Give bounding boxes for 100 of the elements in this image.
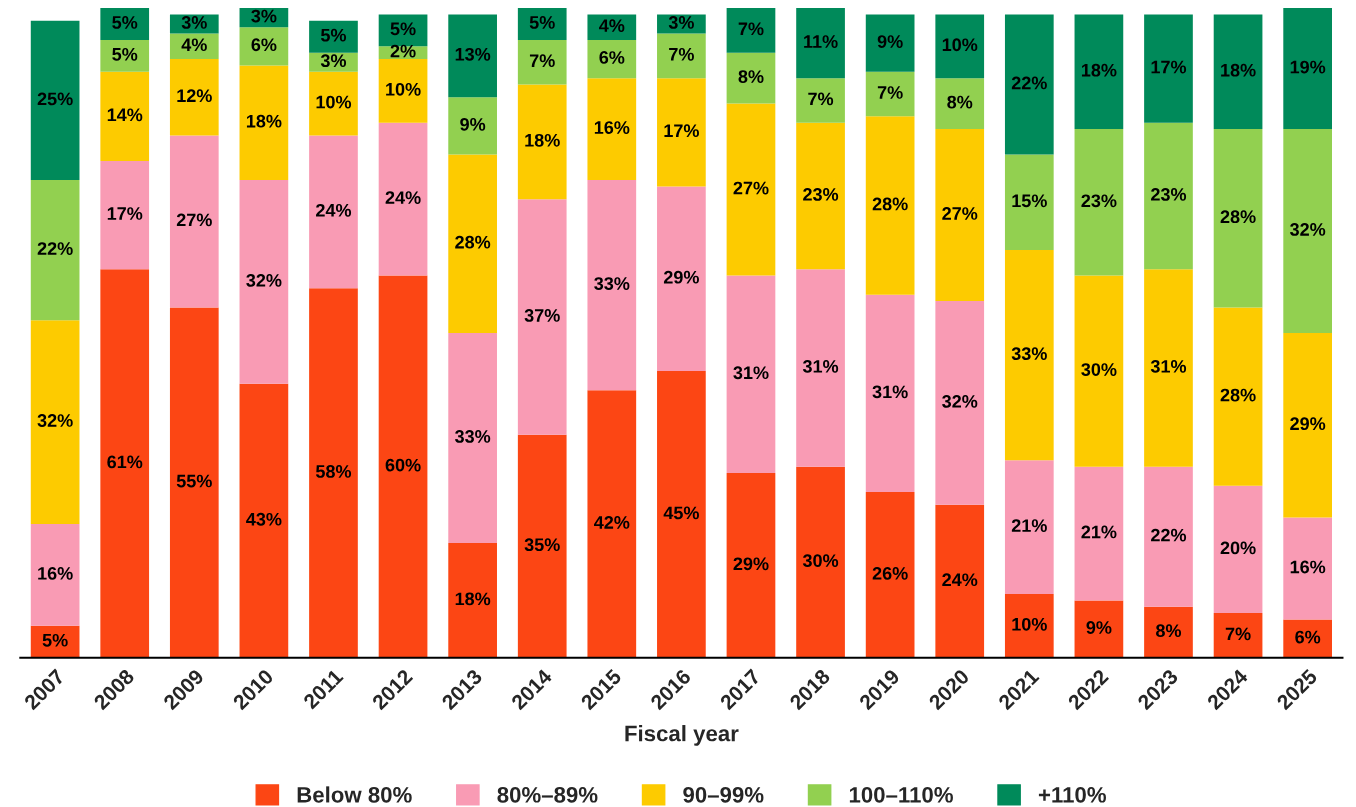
bar bbox=[865, 116, 915, 295]
data-label: 5% bbox=[112, 16, 138, 29]
data-label: 55% bbox=[176, 474, 212, 488]
legend-label: Below 80% bbox=[297, 786, 412, 803]
bar bbox=[239, 65, 289, 181]
data-label: 10% bbox=[386, 82, 421, 96]
data-label: 22% bbox=[1151, 528, 1187, 542]
bar bbox=[1213, 307, 1263, 486]
data-label: 10% bbox=[1012, 617, 1047, 631]
bar bbox=[1283, 332, 1332, 518]
data-label: 7% bbox=[808, 92, 834, 106]
bar bbox=[865, 71, 915, 117]
data-label: 7% bbox=[669, 47, 694, 61]
data-label: 42% bbox=[594, 516, 630, 529]
bar bbox=[239, 27, 289, 66]
data-label: 37% bbox=[524, 309, 560, 322]
bar bbox=[726, 8, 776, 53]
bar bbox=[935, 78, 985, 130]
bar bbox=[100, 39, 150, 72]
data-label: 24% bbox=[385, 191, 421, 204]
legend-label: +110% bbox=[1038, 786, 1106, 803]
data-label: 15% bbox=[1012, 194, 1047, 208]
data-label: 8% bbox=[1156, 624, 1182, 638]
data-label: 21% bbox=[1011, 519, 1047, 532]
bar bbox=[1213, 129, 1263, 308]
bar bbox=[726, 52, 776, 104]
data-label: 6% bbox=[599, 51, 625, 64]
bar bbox=[657, 78, 706, 187]
data-label: 31% bbox=[1150, 359, 1187, 373]
bar bbox=[1213, 14, 1263, 130]
bar bbox=[1004, 250, 1054, 461]
data-label: 20% bbox=[1220, 541, 1256, 555]
bar bbox=[309, 135, 358, 289]
bar bbox=[1213, 613, 1263, 658]
bar bbox=[587, 39, 637, 79]
data-label: 7% bbox=[877, 86, 903, 99]
bar bbox=[448, 543, 497, 658]
data-label: 26% bbox=[872, 566, 908, 580]
data-label: 16% bbox=[1290, 560, 1326, 574]
data-label: 22% bbox=[1011, 76, 1047, 90]
data-label: 5% bbox=[529, 16, 555, 29]
bar bbox=[169, 59, 219, 136]
bar bbox=[1074, 14, 1124, 130]
data-label: 32% bbox=[942, 395, 978, 408]
legend-label: 80%–89% bbox=[497, 786, 598, 803]
bar bbox=[587, 14, 637, 40]
data-label: 6% bbox=[251, 38, 277, 52]
data-label: 18% bbox=[455, 592, 491, 606]
data-label: 32% bbox=[246, 274, 282, 287]
data-label: 17% bbox=[107, 207, 143, 220]
data-label: 7% bbox=[1225, 627, 1251, 641]
legend-label: 100–110% bbox=[849, 786, 953, 803]
data-label: 32% bbox=[1289, 223, 1326, 236]
bar bbox=[378, 275, 428, 658]
bar bbox=[239, 383, 289, 658]
bar bbox=[169, 14, 219, 34]
bar bbox=[517, 199, 567, 435]
bar bbox=[100, 71, 150, 161]
data-label: 28% bbox=[455, 235, 491, 249]
data-label: 27% bbox=[176, 213, 212, 227]
data-label: 10% bbox=[942, 38, 978, 52]
bar bbox=[30, 20, 80, 181]
bar bbox=[448, 332, 497, 544]
data-label: 3% bbox=[668, 16, 694, 29]
data-label: 28% bbox=[872, 197, 908, 211]
bar bbox=[378, 59, 428, 123]
data-label: 3% bbox=[181, 16, 207, 29]
x-axis-title: Fiscal year bbox=[625, 725, 739, 746]
bar bbox=[30, 523, 80, 626]
bar bbox=[726, 275, 776, 473]
bar bbox=[309, 71, 358, 136]
data-label: 16% bbox=[38, 566, 73, 580]
data-label: 2% bbox=[390, 44, 416, 58]
data-label: 28% bbox=[1220, 210, 1256, 224]
data-label: 21% bbox=[1081, 525, 1117, 539]
bar bbox=[169, 307, 219, 658]
bar bbox=[865, 14, 915, 72]
bar bbox=[1074, 600, 1124, 658]
bar bbox=[726, 473, 776, 658]
bar bbox=[378, 122, 428, 276]
data-label: 9% bbox=[460, 117, 486, 131]
data-label: 29% bbox=[733, 557, 769, 571]
bar bbox=[657, 186, 706, 372]
data-label: 45% bbox=[663, 506, 699, 520]
data-label: 19% bbox=[1290, 60, 1326, 74]
data-label: 4% bbox=[181, 38, 207, 52]
data-label: 27% bbox=[942, 207, 978, 220]
bar bbox=[239, 180, 289, 384]
bar bbox=[726, 103, 776, 276]
data-label: 18% bbox=[525, 133, 560, 147]
data-label: 43% bbox=[246, 512, 282, 526]
bar bbox=[1283, 619, 1332, 658]
data-label: 25% bbox=[37, 92, 73, 106]
data-label: 5% bbox=[390, 22, 416, 36]
data-label: 22% bbox=[37, 242, 73, 255]
bar bbox=[517, 8, 567, 40]
bar bbox=[1213, 485, 1263, 614]
bar bbox=[1144, 269, 1193, 467]
data-label: 16% bbox=[594, 121, 630, 134]
data-label: 3% bbox=[320, 54, 347, 68]
